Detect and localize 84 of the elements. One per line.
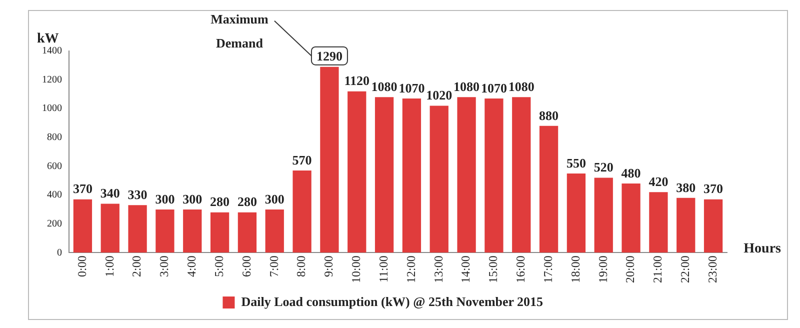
bar: [73, 199, 92, 253]
bar: [512, 97, 531, 253]
data-label: 300: [182, 191, 202, 206]
x-tick-label: 20:00: [623, 256, 638, 284]
data-label: 1290: [316, 48, 342, 64]
data-label: 1080: [371, 78, 398, 94]
bar: [457, 97, 476, 253]
x-tick-label: 8:00: [294, 256, 308, 278]
x-tick-label: 18:00: [568, 256, 582, 284]
x-tick-label: 2:00: [130, 256, 144, 278]
y-tick-label: 600: [47, 160, 62, 172]
data-label: 1080: [508, 78, 534, 94]
x-tick-label: 19:00: [596, 256, 610, 284]
x-tick-label: 9:00: [322, 256, 336, 278]
data-label: 330: [128, 186, 148, 202]
y-tick-label: 400: [47, 190, 62, 201]
bar: [210, 212, 230, 253]
bar: [539, 126, 558, 253]
data-label: 280: [237, 194, 257, 210]
data-label: 370: [704, 181, 724, 196]
x-tick-label: 4:00: [184, 256, 199, 278]
bar: [676, 198, 696, 253]
x-tick-label: 3:00: [157, 256, 172, 278]
annotation: Maximum Demand: [210, 12, 269, 51]
data-label: 1020: [426, 88, 452, 103]
bar: [292, 170, 312, 253]
bar: [183, 209, 202, 253]
y-tick-label: 800: [47, 132, 62, 144]
data-label: 550: [566, 155, 586, 170]
data-label: 1070: [398, 80, 425, 96]
bar: [704, 199, 723, 253]
bar: [320, 66, 339, 253]
y-axis-title: kW: [37, 32, 59, 47]
data-label: 420: [648, 174, 668, 190]
data-label: 370: [72, 181, 92, 196]
data-label: 520: [594, 160, 614, 175]
data-label: 300: [264, 191, 284, 206]
x-tick-label: 13:00: [431, 256, 446, 284]
x-tick-label: 12:00: [404, 256, 418, 284]
bar: [430, 106, 448, 253]
bar: [374, 97, 394, 253]
y-tick-label: 1000: [42, 103, 62, 114]
x-tick-label: 21:00: [650, 256, 665, 284]
data-label: 340: [100, 186, 120, 201]
bar: [484, 98, 504, 253]
y-tick-label: 1200: [42, 74, 62, 86]
bar: [265, 209, 284, 253]
bar: [594, 178, 613, 253]
data-label: 480: [621, 165, 641, 180]
bar: [566, 173, 586, 253]
x-tick-label: 14:00: [458, 256, 473, 284]
x-tick-label: 1:00: [102, 256, 116, 278]
x-tick-label: 11:00: [376, 256, 390, 283]
y-tick-label: 1400: [42, 46, 62, 57]
legend-label: Daily Load consumption (kW) @ 25th November 2015: [241, 294, 544, 309]
data-label: 380: [676, 180, 696, 195]
bar: [622, 184, 640, 253]
x-tick-label: 5:00: [212, 256, 226, 278]
data-label: 300: [155, 191, 175, 206]
y-tick-label: 200: [47, 218, 62, 230]
data-label: 880: [539, 108, 559, 123]
x-tick-label: 15:00: [486, 256, 500, 284]
x-tick-label: 7:00: [266, 256, 281, 278]
bar: [348, 91, 366, 253]
x-tick-label: 17:00: [540, 256, 555, 284]
bar: [156, 209, 174, 253]
bar: [238, 212, 257, 253]
data-label: 1120: [344, 73, 370, 88]
bar: [128, 205, 147, 253]
x-axis-title: Hours: [744, 241, 782, 256]
x-tick-label: 10:00: [349, 256, 364, 284]
x-tick-label: 23:00: [705, 256, 720, 284]
x-tick-label: 16:00: [514, 256, 528, 284]
data-label: 1080: [454, 78, 480, 94]
data-label: 570: [292, 152, 312, 168]
bar: [649, 192, 668, 253]
y-tick-label: 0: [57, 247, 62, 258]
x-tick-label: 0:00: [74, 256, 89, 278]
x-tick-label: 22:00: [678, 256, 692, 284]
bar: [402, 98, 422, 253]
bar: [100, 204, 120, 253]
x-tick-label: 6:00: [239, 256, 254, 278]
data-label: 280: [210, 194, 230, 210]
data-label: 1070: [480, 80, 507, 96]
